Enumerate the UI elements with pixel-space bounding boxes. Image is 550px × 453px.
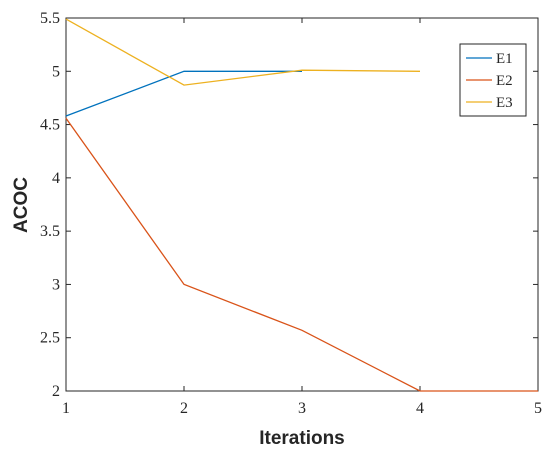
legend-label: E2	[496, 73, 513, 89]
legend-label: E1	[496, 51, 513, 67]
legend-label: E3	[496, 95, 513, 111]
y-tick-label: 4	[52, 170, 60, 187]
y-tick-label: 5	[52, 63, 60, 80]
series-line-e3	[65, 18, 421, 86]
series-line-e2	[65, 117, 538, 392]
y-axis-title: ACOC	[11, 177, 32, 233]
y-tick-label: 3	[52, 276, 60, 293]
x-tick-label: 1	[62, 400, 70, 417]
y-tick-label: 2.5	[40, 330, 60, 347]
x-axis-title: Iterations	[259, 428, 345, 449]
x-tick-label: 2	[180, 400, 188, 417]
plot-frame	[65, 17, 539, 392]
y-tick-label: 5.5	[40, 10, 60, 27]
y-tick-label: 3.5	[40, 223, 60, 240]
legend: E1 E2 E3	[459, 43, 527, 117]
y-tick-label: 2	[52, 383, 60, 400]
series-layer	[65, 18, 538, 392]
x-tick-label: 5	[534, 400, 542, 417]
x-tick-label: 3	[298, 400, 306, 417]
y-tick-label: 4.5	[40, 117, 60, 134]
y-axis-ticks: 2 2.5 3 3.5 4 4.5 5 5.5	[40, 10, 538, 400]
x-axis-ticks: 1 2 3 4 5	[62, 18, 542, 417]
plot-area	[65, 17, 539, 392]
series-line-e1	[65, 70, 302, 117]
x-tick-label: 4	[416, 400, 424, 417]
